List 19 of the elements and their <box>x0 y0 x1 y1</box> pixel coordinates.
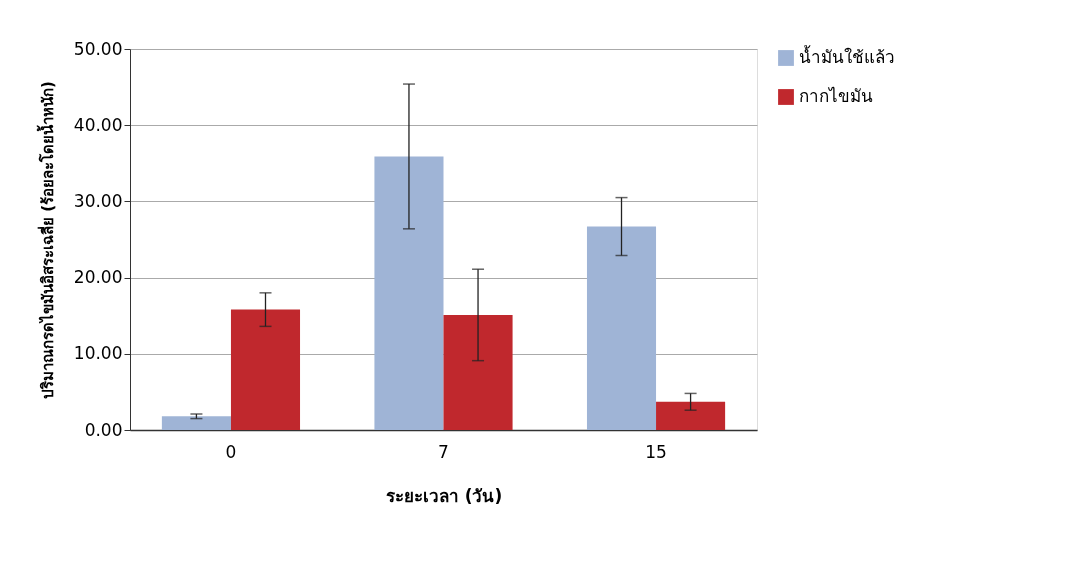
y-tick-label: 50.00 <box>73 38 123 59</box>
y-tick-label: 0.00 <box>84 419 123 440</box>
x-axis-title: ระยะเวลา (วัน) <box>385 485 503 506</box>
x-tick-label: 0 <box>225 441 237 462</box>
x-tick-label: 7 <box>438 441 449 462</box>
y-axis-title: ปริมาณกรดไขมันอิสระเฉลี่ย (ร้อยละโดยน้ำหนัก) <box>35 81 57 399</box>
legend-label: กากไขมัน <box>799 86 873 106</box>
bar <box>374 156 444 430</box>
y-tick-label: 30.00 <box>73 190 123 211</box>
bar <box>230 309 301 430</box>
bar <box>443 314 513 430</box>
bar <box>656 401 726 430</box>
y-tick-label: 40.00 <box>73 114 123 135</box>
y-tick-label: 10.00 <box>73 343 123 364</box>
bar <box>161 416 231 430</box>
y-tick-label: 20.00 <box>73 267 123 288</box>
bar <box>586 226 657 430</box>
legend-label: น้ำมันใช้แล้ว <box>799 45 895 67</box>
x-tick-label: 15 <box>645 441 667 462</box>
